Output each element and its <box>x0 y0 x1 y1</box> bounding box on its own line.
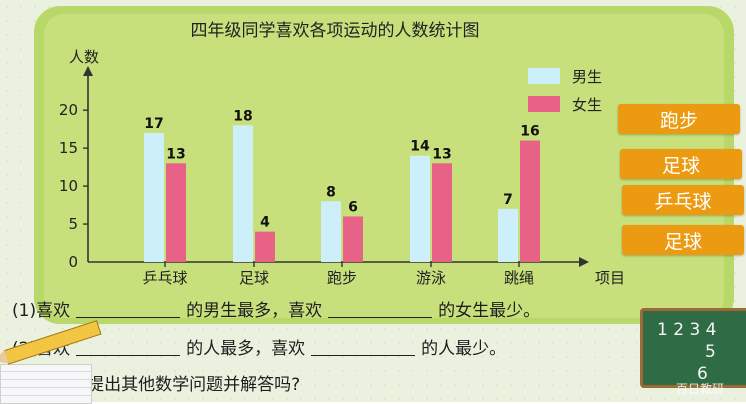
watermark: 百日教研 <box>676 382 725 396</box>
answer-button-0[interactable]: 跑步 <box>618 104 740 134</box>
chalkboard-line-3: 6 <box>697 364 708 384</box>
x-axis-arrow <box>579 257 589 267</box>
notebook-lines <box>1 365 91 403</box>
answer-button-3[interactable]: 足球 <box>622 225 744 255</box>
question-2-suffix: 的人最少。 <box>421 339 507 359</box>
data-label-series1-4: 16 <box>520 124 539 140</box>
x-tick-label-0: 乒乓球 <box>142 269 187 287</box>
x-tick-label-4: 跳绳 <box>504 269 534 287</box>
bar-series1-1 <box>255 231 275 262</box>
question-2-mid: 的人最多，喜欢 <box>186 339 306 359</box>
data-label-series0-2: 8 <box>326 184 336 200</box>
answer-button-1[interactable]: 足球 <box>620 149 742 179</box>
y-tick-label-1: 5 <box>68 215 78 233</box>
data-label-series1-0: 13 <box>166 146 185 162</box>
question-2-blank-1[interactable] <box>76 340 181 356</box>
answer-button-2[interactable]: 乒乓球 <box>622 185 744 215</box>
question-1-prefix: (1)喜欢 <box>12 301 71 321</box>
y-axis-arrow <box>83 66 93 76</box>
bar-series1-2 <box>343 216 363 262</box>
x-tick-label-3: 游泳 <box>416 269 446 287</box>
y-tick-label-2: 10 <box>59 177 78 195</box>
bar-series1-4 <box>520 140 540 262</box>
data-label-series1-3: 13 <box>432 146 451 162</box>
data-label-series0-4: 7 <box>503 192 513 208</box>
data-label-series1-2: 6 <box>348 199 358 215</box>
y-tick-label-0: 0 <box>68 253 78 271</box>
legend-swatch-1 <box>528 96 560 112</box>
x-tick-label-1: 足球 <box>239 269 269 287</box>
chart-title: 四年级同学喜欢各项运动的人数统计图 <box>191 21 480 41</box>
bar-series0-1 <box>233 125 253 262</box>
legend-swatch-0 <box>528 68 560 84</box>
y-tick-label-3: 15 <box>59 139 78 157</box>
data-label-series0-3: 14 <box>410 139 430 155</box>
bar-series1-0 <box>166 163 186 262</box>
data-label-series0-1: 18 <box>233 108 252 124</box>
question-1-blank-2[interactable] <box>328 302 433 318</box>
legend-label-0: 男生 <box>572 68 602 86</box>
data-label-series1-1: 4 <box>260 215 270 231</box>
y-tick-label-4: 20 <box>59 101 78 119</box>
data-label-series0-0: 17 <box>144 116 163 132</box>
chalkboard-line-1: 1 2 3 4 <box>657 320 717 340</box>
question-1-suffix: 的女生最少。 <box>438 301 541 321</box>
question-1: (1)喜欢 的男生最多，喜欢 的女生最少。 <box>12 296 540 321</box>
bar-series0-4 <box>498 208 518 262</box>
question-1-mid: 的男生最多，喜欢 <box>186 301 323 321</box>
question-1-blank-1[interactable] <box>76 302 181 318</box>
legend-label-1: 女生 <box>572 96 602 114</box>
question-2-blank-2[interactable] <box>311 340 416 356</box>
chalkboard-line-2: 5 <box>705 342 716 362</box>
x-tick-label-2: 跑步 <box>327 269 357 287</box>
x-axis-label: 项目 <box>595 269 625 287</box>
chalkboard-numbers: 1 2 3 4 5 6 <box>657 319 716 385</box>
bar-series0-2 <box>321 201 341 262</box>
bar-series0-0 <box>144 132 164 262</box>
notebook-decoration <box>0 364 92 404</box>
chalkboard-decoration: 1 2 3 4 5 6 <box>640 308 746 388</box>
y-axis-label: 人数 <box>69 48 99 66</box>
bar-series1-3 <box>432 163 452 262</box>
bar-series0-3 <box>410 155 430 262</box>
